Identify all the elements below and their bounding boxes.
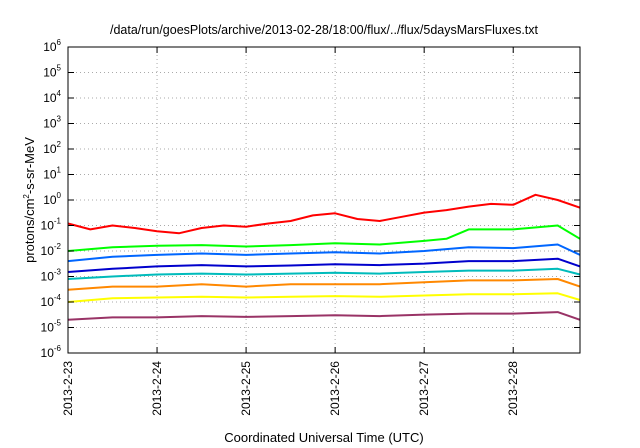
y-tick-label: 10-1 bbox=[41, 217, 62, 233]
series-line-4 bbox=[67, 257, 581, 273]
series-line-6 bbox=[67, 278, 581, 291]
series-line-7 bbox=[67, 292, 581, 303]
series-line-3 bbox=[67, 243, 581, 263]
y-tick-label-base: 10 bbox=[41, 219, 55, 233]
series-line-2 bbox=[67, 224, 581, 252]
y-tick-label-base: 10 bbox=[41, 346, 55, 360]
y-tick-label: 10-4 bbox=[41, 293, 62, 309]
y-tick-label-base: 10 bbox=[41, 321, 55, 335]
y-tick-label: 10-5 bbox=[41, 319, 62, 335]
y-tick-label-base: 10 bbox=[43, 40, 57, 54]
y-tick-label: 104 bbox=[43, 89, 61, 105]
y-axis-title: protons/cm2-s-sr-MeV bbox=[22, 137, 37, 263]
y-tick-label-exponent: -2 bbox=[54, 242, 62, 251]
y-tick-label-exponent: 0 bbox=[57, 191, 62, 200]
y-axis-title-sup: 2 bbox=[22, 194, 31, 199]
y-tick-label: 101 bbox=[43, 166, 61, 182]
y-axis-title-base: protons/cm bbox=[22, 199, 37, 263]
y-tick-label-exponent: 2 bbox=[57, 140, 62, 149]
y-tick-label-base: 10 bbox=[41, 244, 55, 258]
y-tick-label-exponent: 6 bbox=[57, 38, 62, 47]
y-tick-label: 103 bbox=[43, 115, 61, 131]
x-tick-label: 2013-2-25 bbox=[239, 361, 253, 416]
y-tick-label-base: 10 bbox=[43, 91, 57, 105]
y-axis-title-rest: -s-sr-MeV bbox=[22, 137, 37, 194]
series-layer bbox=[67, 193, 581, 321]
y-tick-label-base: 10 bbox=[43, 66, 57, 80]
y-tick-label: 102 bbox=[43, 140, 61, 156]
y-tick-label-exponent: -3 bbox=[54, 268, 62, 277]
x-tick-label: 2013-2-23 bbox=[61, 361, 75, 416]
y-tick-label-exponent: 1 bbox=[57, 166, 62, 175]
y-tick-label-base: 10 bbox=[43, 117, 57, 131]
y-tick-label: 100 bbox=[43, 191, 61, 207]
y-tick-label-exponent: -6 bbox=[54, 344, 62, 353]
y-tick-label: 106 bbox=[43, 38, 61, 54]
grid bbox=[67, 47, 580, 353]
x-tick-label: 2013-2-26 bbox=[328, 361, 342, 416]
series-line-5 bbox=[67, 267, 581, 280]
x-tick-label: 2013-2-28 bbox=[506, 361, 520, 416]
y-tick-label-exponent: -1 bbox=[54, 217, 62, 226]
y-tick-label-exponent: -4 bbox=[54, 293, 62, 302]
y-tick-label-exponent: 5 bbox=[57, 64, 62, 73]
x-axis-title: Coordinated Universal Time (UTC) bbox=[224, 430, 423, 445]
y-tick-label-base: 10 bbox=[41, 270, 55, 284]
x-tick-label: 2013-2-27 bbox=[417, 361, 431, 416]
chart-title: /data/run/goesPlots/archive/2013-02-28/1… bbox=[110, 23, 539, 37]
y-tick-label-exponent: -5 bbox=[54, 319, 62, 328]
x-tick-label: 2013-2-24 bbox=[150, 361, 164, 416]
y-tick-label-base: 10 bbox=[41, 295, 55, 309]
x-tick-labels: 2013-2-23 2013-2-24 2013-2-25 2013-2-26 2013… bbox=[61, 361, 520, 416]
y-tick-labels: 10610510410310210110010-110-210-310-410-… bbox=[41, 38, 62, 360]
y-tick-label-exponent: 4 bbox=[57, 89, 62, 98]
series-line-8 bbox=[67, 311, 581, 321]
series-line-1 bbox=[67, 193, 581, 235]
y-tick-label: 105 bbox=[43, 64, 61, 80]
ticks bbox=[67, 46, 580, 354]
y-tick-label-base: 10 bbox=[43, 142, 57, 156]
y-tick-label: 10-6 bbox=[41, 344, 62, 360]
y-tick-label-base: 10 bbox=[43, 193, 57, 207]
y-tick-label: 10-2 bbox=[41, 242, 62, 258]
y-tick-label-base: 10 bbox=[43, 168, 57, 182]
y-tick-label: 10-3 bbox=[41, 268, 62, 284]
y-tick-label-exponent: 3 bbox=[57, 115, 62, 124]
